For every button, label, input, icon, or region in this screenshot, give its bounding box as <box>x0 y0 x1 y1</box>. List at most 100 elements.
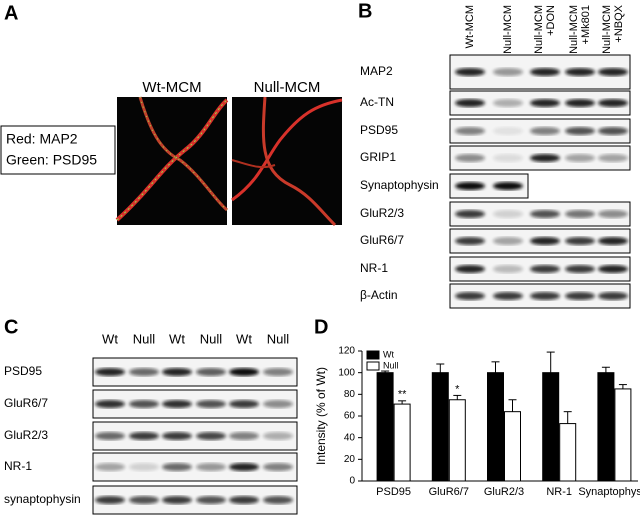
blot-band <box>493 210 523 218</box>
blot-band <box>263 496 293 504</box>
blot-band <box>493 265 523 273</box>
y-axis-label: Intensity (% of Wt) <box>314 367 328 465</box>
blot-band <box>129 368 159 376</box>
significance-mark: * <box>455 383 460 395</box>
lane-label: Wt-MCM <box>464 5 476 48</box>
row-label: GluR2/3 <box>4 428 48 442</box>
row-label: Synaptophysin <box>360 178 439 192</box>
blot-band <box>493 292 523 300</box>
blot-band <box>493 154 523 162</box>
lane-label: +Mk801 <box>580 5 592 44</box>
lane-label: Null-MCM <box>568 5 580 54</box>
row-label: Ac-TN <box>360 95 394 109</box>
blot-band <box>530 265 560 273</box>
row-label: GluR2/3 <box>360 206 404 220</box>
blot-band <box>95 432 125 440</box>
panel-letter: C <box>4 316 18 338</box>
lane-label: +DON <box>545 5 557 36</box>
row-label: β-Actin <box>360 288 398 302</box>
lane-label: Null <box>133 331 156 346</box>
legend-swatch <box>366 350 380 360</box>
blot-band <box>129 463 159 471</box>
blot-band <box>95 368 125 376</box>
x-tick-label: PSD95 <box>376 486 411 498</box>
legend-box <box>0 125 116 175</box>
x-tick-label: NR-1 <box>546 486 572 498</box>
blot-band <box>196 368 226 376</box>
blot-band <box>229 432 259 440</box>
blot-band <box>565 154 595 162</box>
blot-band <box>263 432 293 440</box>
blot-band <box>196 463 226 471</box>
blot-band <box>530 292 560 300</box>
blot-band <box>598 68 628 76</box>
blot-band <box>455 237 485 245</box>
blot-band <box>162 368 192 376</box>
blot-band <box>530 99 560 107</box>
row-label: NR-1 <box>4 459 32 473</box>
blot-band <box>565 99 595 107</box>
lane-label: Null <box>267 331 290 346</box>
lane-label: Null-MCM <box>502 5 514 54</box>
row-label: MAP2 <box>360 64 393 78</box>
stain-legend: Green: PSD95 <box>6 152 97 168</box>
row-label: synaptophysin <box>4 492 81 506</box>
x-tick-label: Synaptophysin <box>578 486 640 498</box>
blot-band <box>455 127 485 135</box>
legend-swatch <box>366 361 380 371</box>
bar <box>504 411 521 482</box>
bar <box>448 399 466 482</box>
legend-label: Null <box>383 360 399 370</box>
row-label: GluR6/7 <box>360 233 404 247</box>
blot-band <box>95 496 125 504</box>
row-label: PSD95 <box>360 123 398 137</box>
bar <box>597 372 615 482</box>
micrograph-wt <box>115 96 229 225</box>
blot-band <box>598 265 628 273</box>
lane-label: Null <box>200 331 223 346</box>
y-tick-label: 0 <box>349 476 355 487</box>
bar <box>393 403 411 482</box>
x-tick-label: GluR6/7 <box>429 486 469 498</box>
blot-band <box>565 127 595 135</box>
legend-label: Wt <box>383 349 394 359</box>
bar <box>431 372 449 482</box>
lane-label: Null-MCM <box>533 5 545 54</box>
y-tick-label: 40 <box>344 432 356 443</box>
blot-band <box>598 154 628 162</box>
image-title: Null-MCM <box>254 79 321 96</box>
blot-band <box>263 368 293 376</box>
blot-band <box>565 237 595 245</box>
blot-band <box>263 463 293 471</box>
blot-band <box>455 68 485 76</box>
bar <box>559 423 577 482</box>
blot-band <box>598 127 628 135</box>
row-label: NR-1 <box>360 261 388 275</box>
blot-band <box>530 210 560 218</box>
bar <box>487 372 504 482</box>
blot-band <box>129 432 159 440</box>
y-tick-label: 20 <box>344 454 356 465</box>
blot-band <box>455 182 485 190</box>
blot-band <box>455 210 485 218</box>
y-tick-label: 80 <box>344 389 356 400</box>
blot-band <box>196 432 226 440</box>
blot-band <box>263 400 293 408</box>
blot-band <box>455 265 485 273</box>
blot-band <box>455 99 485 107</box>
blot-band <box>95 400 125 408</box>
image-title: Wt-MCM <box>142 79 201 96</box>
blot-band <box>530 154 560 162</box>
blot-band <box>493 237 523 245</box>
bar <box>376 372 394 482</box>
blot-band <box>530 68 560 76</box>
bar <box>614 388 632 482</box>
blot-band <box>162 432 192 440</box>
blot-band <box>565 265 595 273</box>
y-tick-label: 100 <box>338 367 355 378</box>
blot-band <box>196 496 226 504</box>
bar <box>542 372 560 482</box>
panel-letter: A <box>4 2 18 24</box>
blot-band <box>162 463 192 471</box>
blot-band <box>229 368 259 376</box>
